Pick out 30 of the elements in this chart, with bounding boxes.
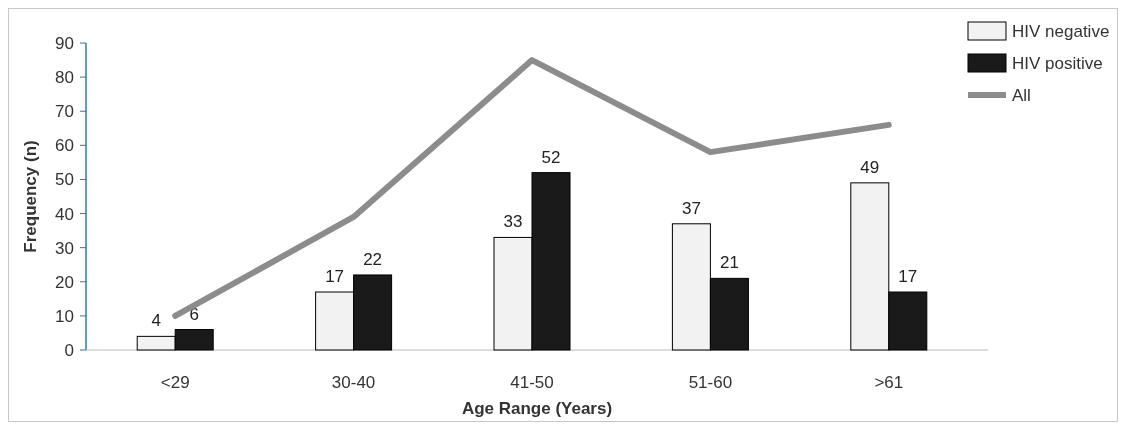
x-tick-label: 41-50: [510, 373, 554, 392]
y-tick-label: 10: [55, 306, 74, 326]
y-tick-label: 50: [55, 170, 74, 190]
y-axis-title: Frequency (n): [21, 140, 40, 253]
y-tick-label: 40: [55, 204, 74, 224]
data-label: 6: [189, 304, 199, 324]
x-tick-label: <29: [160, 373, 190, 392]
legend-label: HIV positive: [1012, 53, 1103, 73]
y-tick-label: 60: [55, 136, 74, 156]
y-tick-label: 90: [55, 33, 74, 53]
data-label: 49: [860, 157, 880, 177]
x-axis-title: Age Range (Years): [461, 399, 613, 418]
legend-label: HIV negative: [1012, 21, 1110, 41]
x-tick-label: >61: [874, 373, 904, 392]
y-tick-label: 0: [64, 340, 74, 360]
data-label: 22: [363, 249, 383, 269]
data-label: 17: [325, 267, 345, 287]
data-label: 4: [151, 311, 161, 331]
y-tick-label: 30: [55, 238, 74, 258]
legend-label: All: [1012, 85, 1031, 105]
x-tick-label: 51-60: [688, 373, 733, 392]
x-tick-label: 30-40: [331, 373, 376, 392]
data-label: 52: [541, 147, 561, 167]
y-tick-label: 20: [55, 272, 74, 292]
y-tick-label: 80: [55, 68, 74, 88]
y-tick-label: 70: [55, 102, 74, 122]
data-label: 37: [681, 198, 701, 218]
data-label: 33: [503, 212, 523, 232]
data-label: 17: [898, 267, 918, 287]
data-label: 21: [719, 253, 739, 273]
